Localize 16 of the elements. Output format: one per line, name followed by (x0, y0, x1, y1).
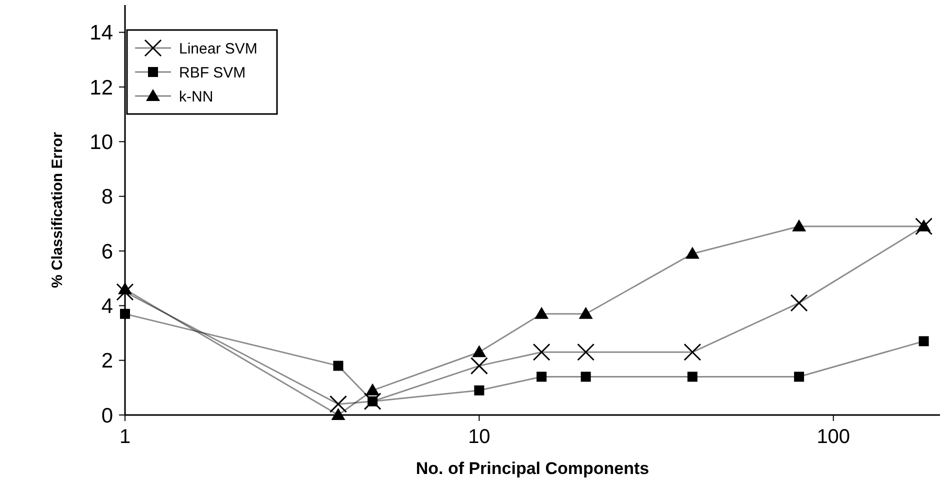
y-tick-label: 8 (101, 186, 113, 209)
legend-label: RBF SVM (179, 64, 246, 82)
y-tick-label: 10 (90, 131, 113, 154)
x-axis-title: No. of Principal Components (416, 459, 650, 478)
y-axis-title: % Classification Error (49, 132, 66, 288)
y-tick-label: 6 (101, 240, 113, 264)
y-tick-label: 12 (90, 76, 113, 100)
y-tick-label: 4 (101, 295, 114, 318)
y-tick-label: 2 (101, 350, 113, 373)
legend-label: Linear SVM (179, 40, 258, 58)
x-tick-label: 1 (119, 426, 131, 448)
x-tick-label: 100 (816, 426, 850, 448)
y-tick-label: 14 (90, 22, 114, 45)
legend-label: k-NN (179, 88, 214, 106)
x-tick-label: 10 (468, 426, 490, 448)
y-tick-label: 0 (101, 404, 113, 428)
